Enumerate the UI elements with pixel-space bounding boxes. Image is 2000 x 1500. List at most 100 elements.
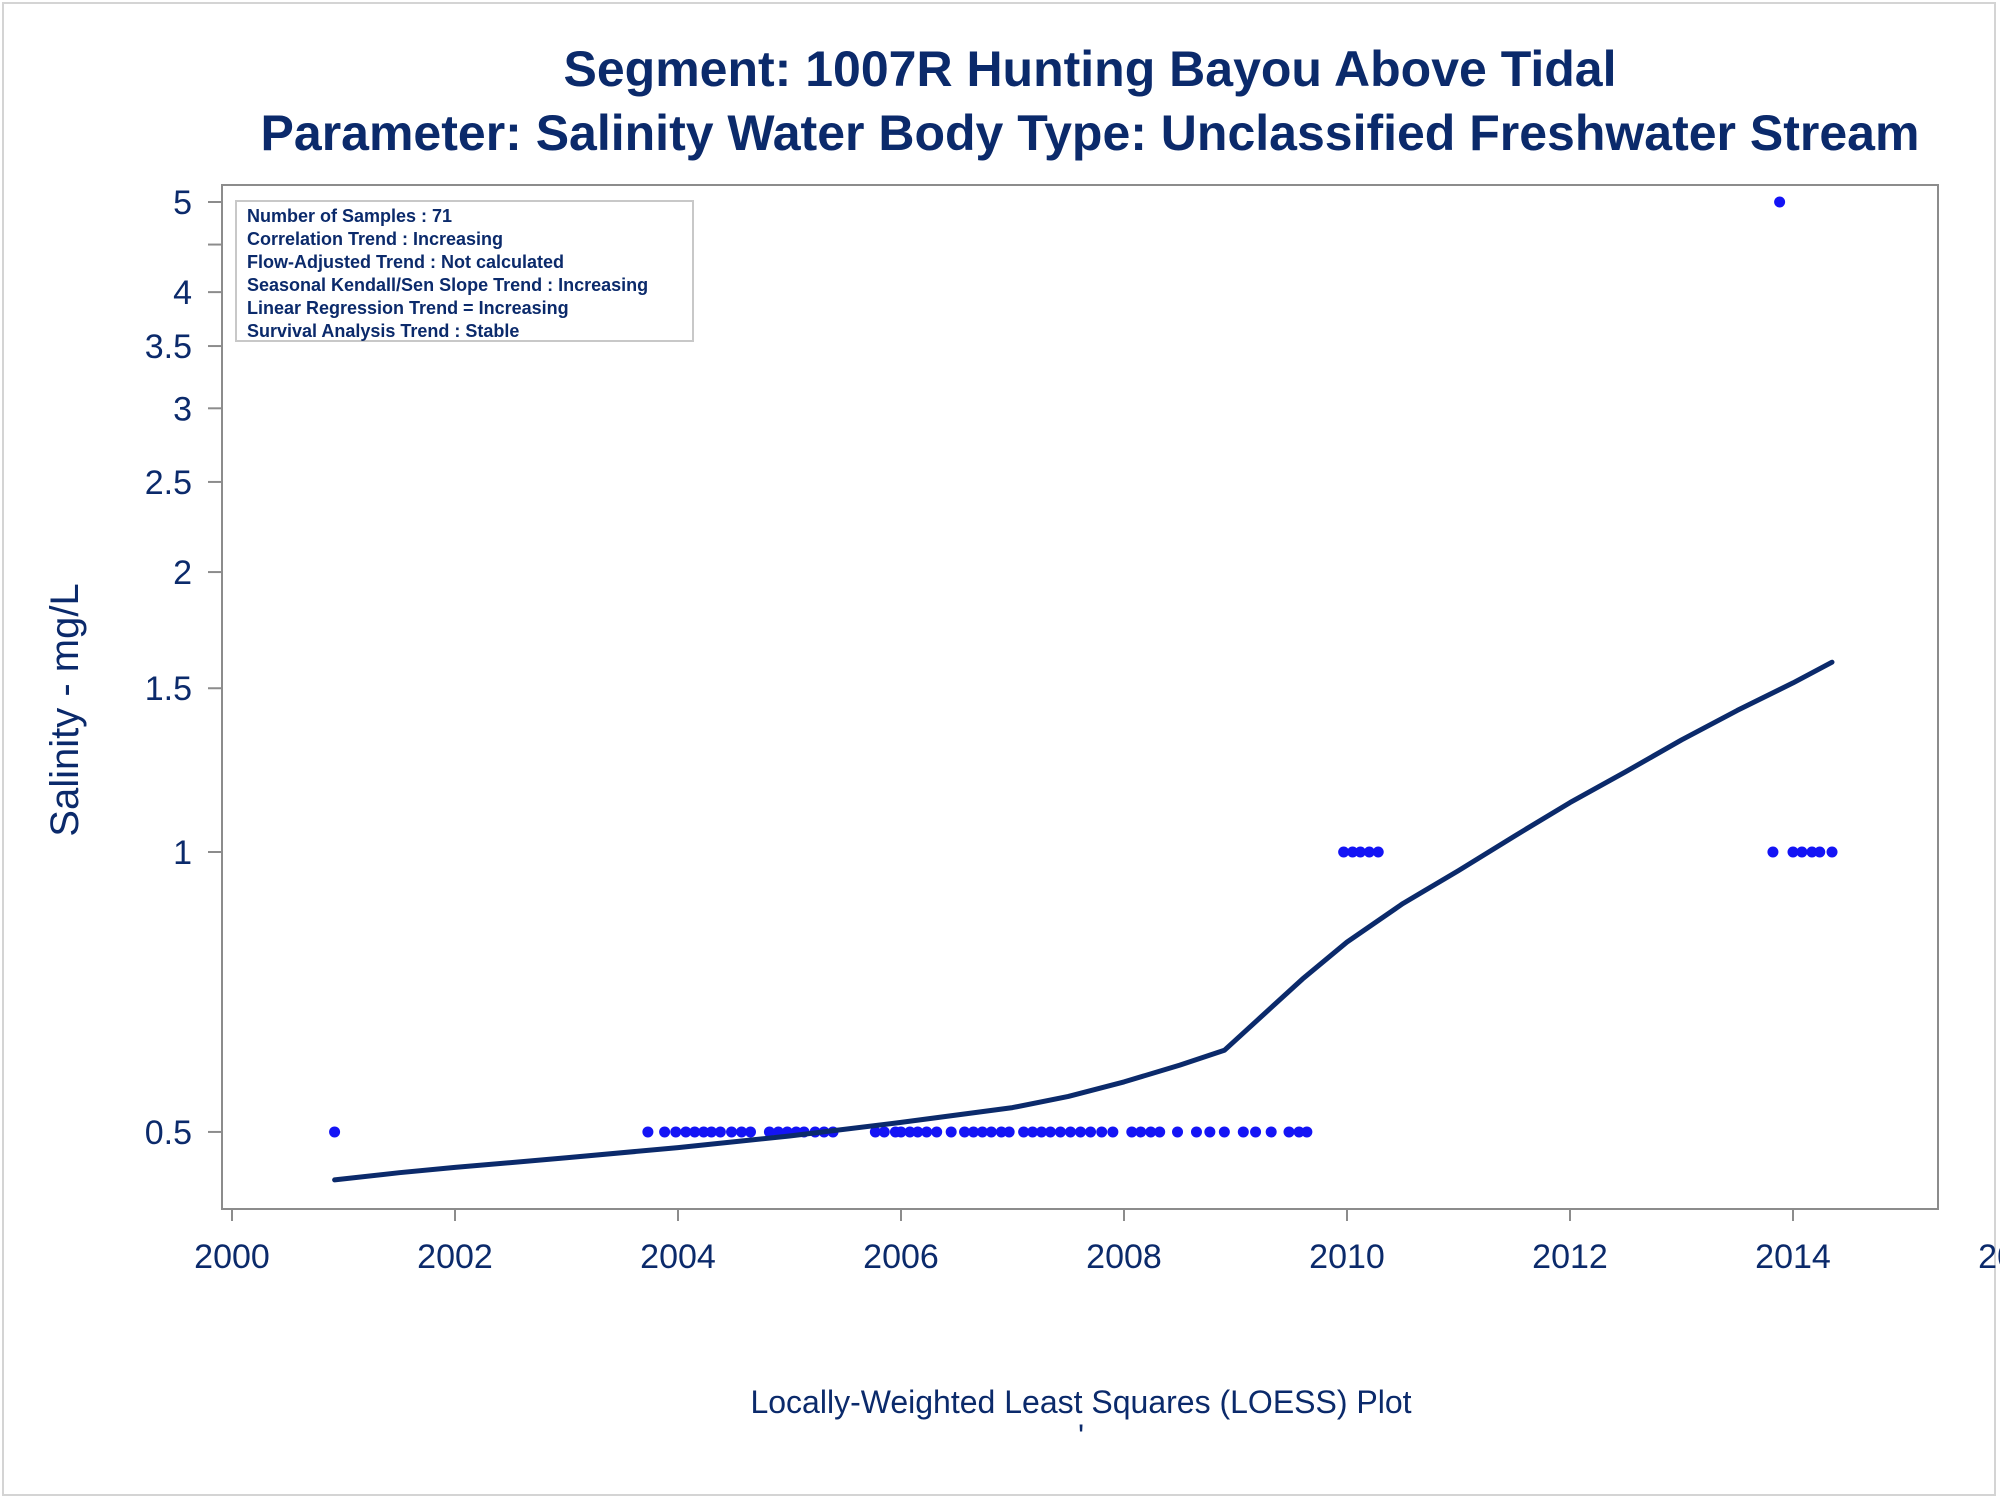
info-box-line: Correlation Trend : Increasing [247,229,503,249]
data-point [1107,1126,1119,1138]
x-tick-label: 2004 [640,1238,716,1276]
data-point [1250,1126,1262,1138]
y-tick-label: 4 [173,274,192,312]
data-point [726,1126,738,1138]
info-box-line: Survival Analysis Trend : Stable [247,321,519,341]
data-point [912,1126,924,1138]
data-point [895,1126,907,1138]
y-tick-label: 3 [173,390,192,428]
data-point [1338,846,1350,858]
data-point [670,1126,682,1138]
data-point [967,1126,979,1138]
data-point [1018,1126,1030,1138]
data-point [1806,846,1818,858]
data-point [976,1126,988,1138]
x-tick-label: 2002 [417,1238,493,1276]
data-point [1293,1126,1305,1138]
data-point [1218,1126,1230,1138]
plot-layer: 2000 2002 2004 2006 2008 2010 2012 2014 2016 0.5 1… [145,184,2000,1276]
plot-area-border [221,184,1939,1210]
footer-mark: ' [1078,1418,1084,1454]
data-point [931,1126,943,1138]
data-point [1126,1126,1138,1138]
data-point [642,1126,654,1138]
data-point [1796,846,1808,858]
data-point [921,1126,933,1138]
y-axis: 0.5 1 1.5 2 2.5 3 3.5 4 5 [145,184,222,1152]
x-tick-label: 2010 [1309,1238,1385,1276]
data-point [1204,1126,1216,1138]
data-point [959,1126,971,1138]
data-point [1301,1126,1313,1138]
y-tick-label: 1 [173,834,192,872]
data-point [869,1126,881,1138]
data-point [1814,846,1826,858]
data-point [1085,1126,1097,1138]
data-point [1283,1126,1295,1138]
data-point [689,1126,701,1138]
data-point [1787,846,1799,858]
y-tick-label: 5 [173,184,192,222]
data-point [1190,1126,1202,1138]
data-point [698,1126,710,1138]
data-point [744,1126,756,1138]
data-point [1145,1126,1157,1138]
y-tick-label: 2.5 [145,464,192,502]
data-point [1096,1126,1108,1138]
data-point [736,1126,748,1138]
y-tick-label: 3.5 [145,328,192,366]
info-box-line: Number of Samples : 71 [247,206,452,226]
x-tick-label: 2016 [1978,1238,2000,1276]
data-point [1767,846,1779,858]
info-box-line: Flow-Adjusted Trend : Not calculated [247,252,564,272]
data-point [878,1126,890,1138]
data-point [945,1126,957,1138]
data-point [659,1126,671,1138]
data-point [1826,846,1838,858]
info-box-line: Seasonal Kendall/Sen Slope Trend : Incre… [247,275,648,295]
x-tick-label: 2014 [1755,1238,1831,1276]
data-point [1044,1126,1056,1138]
scatter-series [329,196,1838,1138]
chart-title-line2: Parameter: Salinity Water Body Type: Unc… [261,105,1920,161]
data-point [1237,1126,1249,1138]
y-tick-label: 0.5 [145,1114,192,1152]
data-point [1154,1126,1166,1138]
data-point [1774,196,1786,208]
data-point [1035,1126,1047,1138]
data-point [680,1126,692,1138]
y-tick-label: 2 [173,554,192,592]
data-point [1054,1126,1066,1138]
data-point [1354,846,1366,858]
data-point [1064,1126,1076,1138]
data-point [1027,1126,1039,1138]
info-box-line: Linear Regression Trend = Increasing [247,298,569,318]
data-point [1265,1126,1277,1138]
x-axis: 2000 2002 2004 2006 2008 2010 2012 2014 2016 [194,1209,2000,1276]
info-box: Number of Samples : 71 Correlation Trend … [235,200,694,342]
info-box-border [235,200,694,342]
loess-line [332,659,1835,1183]
data-point [1003,1126,1015,1138]
data-point [714,1126,726,1138]
data-point [705,1126,717,1138]
y-tick-label: 1.5 [145,670,192,708]
data-point [1075,1126,1087,1138]
x-tick-label: 2012 [1532,1238,1608,1276]
data-point [995,1126,1007,1138]
x-tick-label: 2008 [1086,1238,1162,1276]
chart-title-line1: Segment: 1007R Hunting Bayou Above Tidal [564,41,1617,97]
data-point [985,1126,997,1138]
x-tick-label: 2006 [863,1238,939,1276]
data-point [1347,846,1359,858]
data-point [329,1126,341,1138]
data-point [763,1126,775,1138]
x-tick-label: 2000 [194,1238,270,1276]
data-point [904,1126,916,1138]
y-axis-label: Salinity - mg/L [43,583,87,836]
data-point [1363,846,1375,858]
data-point [1372,846,1384,858]
data-point [1135,1126,1147,1138]
footer-caption: Locally-Weighted Least Squares (LOESS) P… [750,1384,1411,1420]
